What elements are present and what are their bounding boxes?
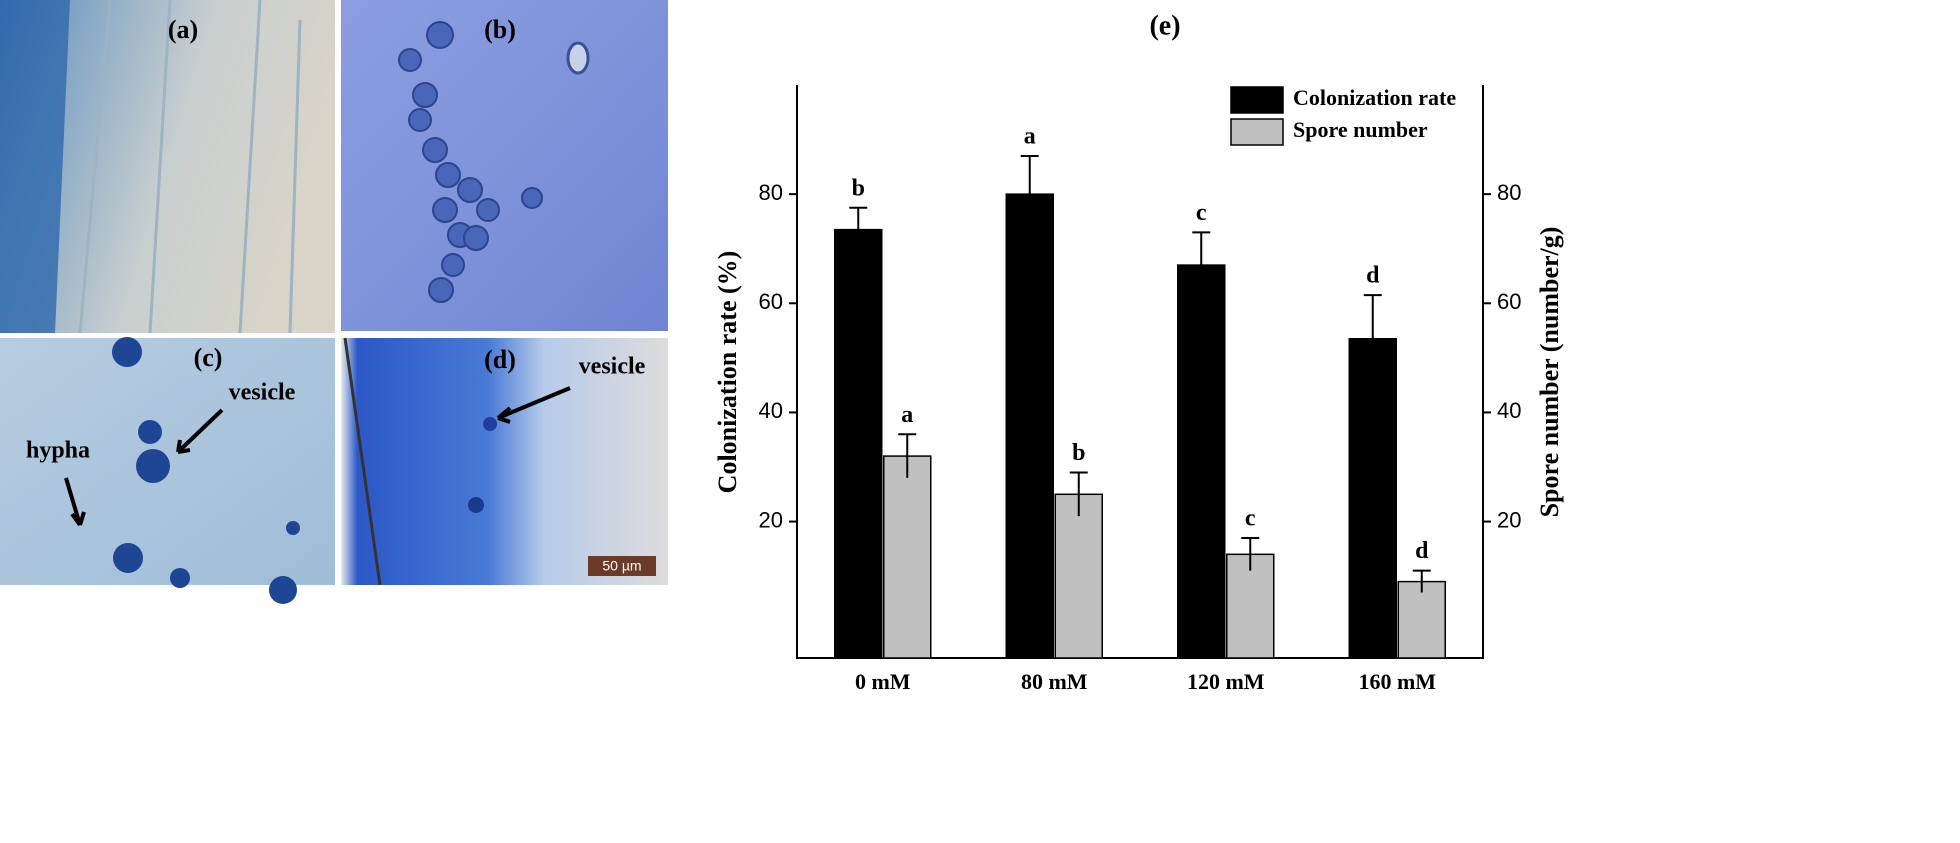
error-bar	[1241, 536, 1260, 571]
significance-letter: a	[901, 402, 913, 428]
legend-label: Colonization rate	[1293, 85, 1456, 110]
x-tick-label: 160 mM	[1358, 669, 1436, 694]
micrograph-b: (b)	[341, 0, 668, 331]
annotation: hypha	[26, 438, 90, 464]
bar	[834, 228, 883, 659]
significance-letter: d	[1366, 263, 1380, 289]
significance-letter: b	[1072, 440, 1085, 466]
y-tick-label: 80	[759, 180, 783, 205]
y2-tick-label: 40	[1497, 398, 1521, 423]
bar	[1054, 493, 1103, 659]
error-bar	[849, 206, 868, 252]
x-tick-label: 120 mM	[1187, 669, 1265, 694]
micrograph-a: (a)	[0, 0, 335, 334]
chart-title: (e)	[1149, 10, 1180, 41]
error-bar	[898, 433, 917, 478]
significance-letter: b	[852, 175, 865, 201]
significance-letter: a	[1024, 123, 1036, 149]
error-bar	[1192, 231, 1211, 298]
error-bar	[1412, 569, 1431, 593]
bar	[1177, 264, 1226, 659]
significance-letter: d	[1415, 538, 1429, 564]
error-bar	[1020, 154, 1039, 233]
annotation: vesicle	[229, 380, 296, 406]
panel-label: (c)	[194, 343, 223, 372]
panel-label: (a)	[168, 15, 198, 44]
y2-tick-label: 20	[1497, 507, 1521, 532]
x-tick-label: 80 mM	[1021, 669, 1088, 694]
error-bar	[1069, 471, 1088, 517]
y2-axis-label: Spore number (number/g)	[1535, 227, 1564, 518]
scale-bar: 50 µm	[602, 558, 641, 574]
bar	[883, 455, 932, 659]
y-tick-label: 40	[759, 398, 783, 423]
bar	[1348, 338, 1397, 659]
y-tick-label: 20	[759, 507, 783, 532]
y2-tick-label: 60	[1497, 289, 1521, 314]
significance-letter: c	[1245, 505, 1256, 531]
x-tick-label: 0 mM	[855, 669, 911, 694]
legend-swatch	[1230, 118, 1284, 146]
micrograph-d: (d) vesicle 50 µm	[341, 337, 668, 586]
y-axis-label: Colonization rate (%)	[713, 251, 742, 494]
annotation: vesicle	[579, 354, 646, 380]
panel-label: (b)	[484, 15, 516, 44]
legend-swatch	[1230, 86, 1284, 114]
y-tick-label: 60	[759, 289, 783, 314]
y2-tick-label: 80	[1497, 180, 1521, 205]
panel-label: (d)	[484, 345, 516, 374]
bar	[1397, 580, 1446, 659]
significance-letter: c	[1196, 200, 1207, 226]
error-bar	[1363, 294, 1382, 383]
axis-frame	[796, 85, 1484, 659]
micrograph-c: (c) vesicle hypha	[0, 337, 335, 604]
legend-label: Spore number	[1293, 117, 1428, 142]
bar	[1005, 193, 1054, 659]
